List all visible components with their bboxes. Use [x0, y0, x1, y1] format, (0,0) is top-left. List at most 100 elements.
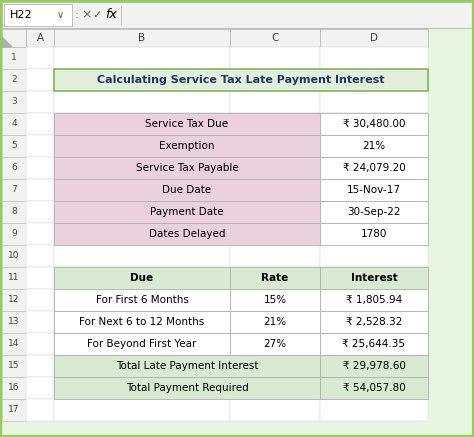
Bar: [2, 223, 26, 245]
Bar: [230, 267, 320, 289]
Bar: [54, 179, 320, 201]
Bar: [230, 157, 320, 179]
Text: fx: fx: [105, 8, 117, 21]
Bar: [230, 311, 320, 333]
Bar: [54, 223, 320, 245]
Text: H22: H22: [10, 10, 33, 20]
Text: Service Tax Payable: Service Tax Payable: [136, 163, 238, 173]
Bar: [2, 179, 26, 201]
Bar: [320, 157, 428, 179]
Bar: [2, 311, 26, 333]
Bar: [320, 201, 428, 223]
Text: D: D: [370, 33, 378, 43]
Bar: [54, 355, 320, 377]
Text: Total Payment Required: Total Payment Required: [126, 383, 248, 393]
Text: Payment Date: Payment Date: [150, 207, 224, 217]
Bar: [320, 113, 428, 135]
Text: For Next 6 to 12 Months: For Next 6 to 12 Months: [79, 317, 205, 327]
Bar: [320, 179, 428, 201]
Bar: [26, 267, 54, 289]
Text: ₹ 25,644.35: ₹ 25,644.35: [343, 339, 405, 349]
Text: For Beyond First Year: For Beyond First Year: [87, 339, 197, 349]
Text: 6: 6: [11, 163, 17, 173]
Bar: [26, 311, 54, 333]
Bar: [26, 113, 54, 135]
Text: ∨: ∨: [56, 10, 64, 20]
Bar: [54, 289, 230, 311]
Bar: [2, 377, 26, 399]
Text: 16: 16: [8, 384, 20, 392]
Text: :: :: [75, 10, 79, 20]
Bar: [2, 69, 26, 91]
Text: ×: ×: [82, 8, 92, 21]
Text: 5: 5: [11, 142, 17, 150]
Bar: [2, 2, 472, 28]
Bar: [2, 135, 26, 157]
Bar: [54, 69, 428, 91]
Text: ₹ 30,480.00: ₹ 30,480.00: [343, 119, 405, 129]
Text: ₹ 2,528.32: ₹ 2,528.32: [346, 317, 402, 327]
Bar: [320, 311, 428, 333]
Text: 13: 13: [8, 318, 20, 326]
Polygon shape: [2, 37, 12, 47]
Bar: [230, 245, 320, 267]
Bar: [230, 399, 320, 421]
Bar: [54, 69, 230, 91]
Bar: [26, 201, 54, 223]
Bar: [54, 245, 230, 267]
Bar: [26, 91, 54, 113]
Bar: [230, 311, 320, 333]
Bar: [320, 135, 428, 157]
Bar: [26, 179, 54, 201]
Bar: [26, 333, 54, 355]
Bar: [26, 355, 54, 377]
Bar: [320, 47, 428, 69]
Text: 11: 11: [8, 274, 20, 282]
Text: Service Tax Due: Service Tax Due: [146, 119, 228, 129]
Bar: [320, 333, 428, 355]
Bar: [54, 311, 230, 333]
Bar: [230, 47, 320, 69]
Text: 3: 3: [11, 97, 17, 107]
Text: ₹ 54,057.80: ₹ 54,057.80: [343, 383, 405, 393]
Bar: [2, 355, 26, 377]
Bar: [54, 399, 230, 421]
Text: 21%: 21%: [264, 317, 287, 327]
Bar: [54, 113, 230, 135]
Text: For First 6 Months: For First 6 Months: [96, 295, 189, 305]
Bar: [320, 267, 428, 289]
Bar: [26, 223, 54, 245]
Text: ₹ 1,805.94: ₹ 1,805.94: [346, 295, 402, 305]
Bar: [26, 135, 54, 157]
Text: 15-Nov-17: 15-Nov-17: [347, 185, 401, 195]
Bar: [54, 333, 230, 355]
Bar: [320, 377, 428, 399]
Bar: [54, 377, 230, 399]
Bar: [26, 289, 54, 311]
Bar: [230, 289, 320, 311]
Text: Rate: Rate: [261, 273, 289, 283]
Bar: [320, 399, 428, 421]
Bar: [320, 245, 428, 267]
Text: ₹ 29,978.60: ₹ 29,978.60: [343, 361, 405, 371]
Bar: [2, 29, 26, 47]
Text: Interest: Interest: [351, 273, 397, 283]
Bar: [54, 201, 230, 223]
Bar: [320, 355, 428, 377]
Text: 14: 14: [9, 340, 20, 348]
Bar: [2, 267, 26, 289]
Bar: [2, 333, 26, 355]
Bar: [230, 201, 320, 223]
Bar: [54, 91, 230, 113]
Text: ₹ 24,079.20: ₹ 24,079.20: [343, 163, 405, 173]
Bar: [320, 91, 428, 113]
Text: 7: 7: [11, 185, 17, 194]
Bar: [2, 47, 26, 69]
Bar: [54, 157, 320, 179]
Bar: [54, 135, 320, 157]
Bar: [230, 377, 320, 399]
Bar: [320, 289, 428, 311]
Bar: [320, 311, 428, 333]
Bar: [320, 179, 428, 201]
Bar: [54, 29, 230, 47]
